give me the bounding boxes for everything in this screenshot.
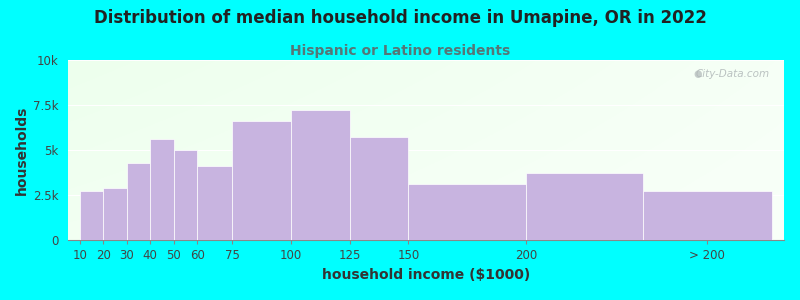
Bar: [126, 163, 150, 240]
Bar: [197, 166, 232, 240]
X-axis label: household income ($1000): household income ($1000): [322, 268, 530, 282]
Text: Distribution of median household income in Umapine, OR in 2022: Distribution of median household income …: [94, 9, 706, 27]
Text: City-Data.com: City-Data.com: [695, 69, 770, 79]
Bar: [408, 184, 526, 240]
Bar: [350, 137, 408, 240]
Bar: [150, 139, 174, 240]
Bar: [526, 172, 643, 240]
Bar: [643, 191, 772, 240]
Bar: [232, 121, 291, 240]
Text: Hispanic or Latino residents: Hispanic or Latino residents: [290, 44, 510, 58]
Bar: [291, 110, 350, 240]
Bar: [80, 191, 103, 240]
Bar: [174, 150, 197, 240]
Text: ●: ●: [693, 69, 702, 79]
Y-axis label: households: households: [14, 105, 29, 195]
Bar: [103, 188, 126, 240]
